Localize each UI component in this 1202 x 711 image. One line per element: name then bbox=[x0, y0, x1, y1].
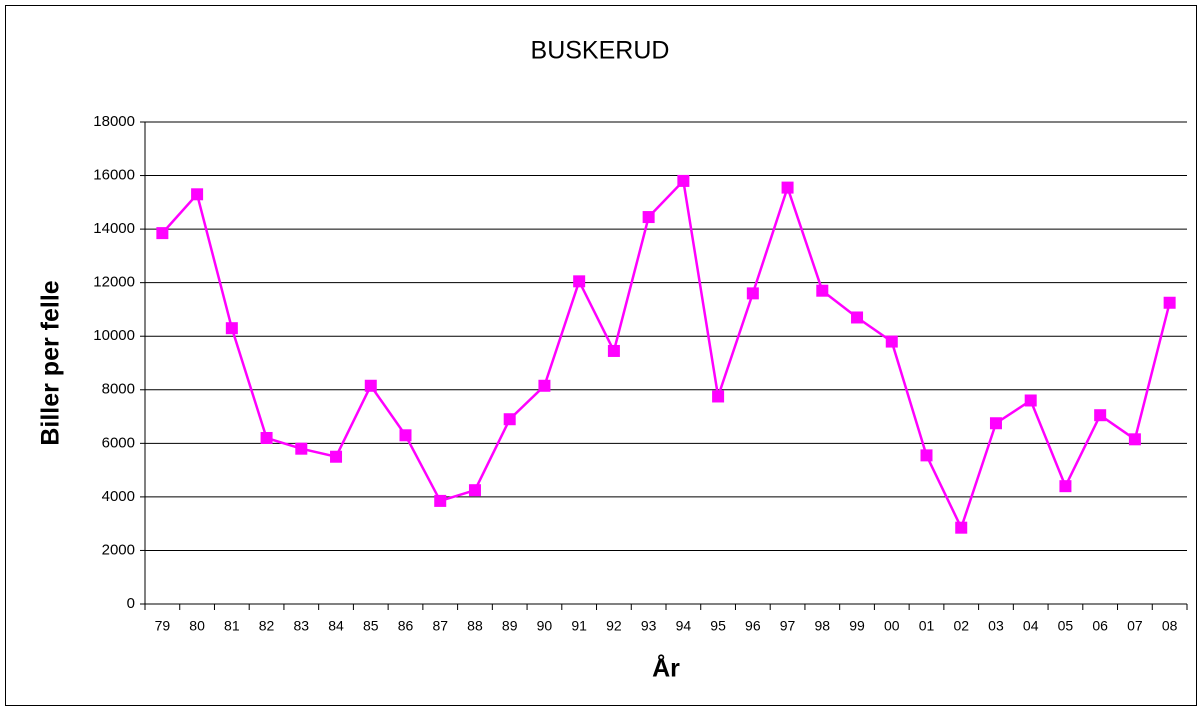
marker bbox=[920, 449, 933, 462]
marker bbox=[607, 344, 620, 357]
marker bbox=[1128, 433, 1141, 446]
x-tick-label: 80 bbox=[189, 618, 205, 634]
marker bbox=[851, 311, 864, 324]
x-tick-label: 96 bbox=[745, 618, 761, 634]
chart-title: BUSKERUD bbox=[531, 37, 670, 65]
marker bbox=[503, 413, 516, 426]
marker bbox=[225, 322, 238, 335]
y-tick-label: 2000 bbox=[102, 541, 135, 558]
x-tick-label: 04 bbox=[1023, 618, 1039, 634]
x-tick-label: 95 bbox=[710, 618, 726, 634]
x-tick-label: 86 bbox=[398, 618, 414, 634]
y-tick-label: 4000 bbox=[102, 488, 135, 505]
y-axis-label: Biller per felle bbox=[37, 280, 65, 445]
x-tick-label: 87 bbox=[432, 618, 448, 634]
x-axis-label: År bbox=[652, 654, 680, 683]
x-tick-label: 90 bbox=[537, 618, 553, 634]
x-tick-label: 03 bbox=[988, 618, 1004, 634]
marker bbox=[1163, 296, 1176, 309]
x-tick-label: 99 bbox=[849, 618, 865, 634]
x-tick-label: 79 bbox=[155, 618, 171, 634]
y-tick-label: 12000 bbox=[93, 274, 135, 291]
y-tick-label: 16000 bbox=[93, 167, 135, 184]
marker bbox=[1094, 409, 1107, 422]
x-tick-label: 82 bbox=[259, 618, 275, 634]
marker bbox=[955, 521, 968, 534]
x-tick-label: 81 bbox=[224, 618, 240, 634]
marker bbox=[468, 484, 481, 497]
x-tick-label: 98 bbox=[815, 618, 831, 634]
marker bbox=[781, 181, 794, 194]
y-tick-label: 18000 bbox=[93, 113, 135, 130]
marker bbox=[642, 211, 655, 224]
marker bbox=[364, 379, 377, 392]
marker bbox=[538, 379, 551, 392]
x-tick-label: 94 bbox=[676, 618, 692, 634]
marker bbox=[573, 275, 586, 288]
x-tick-label: 07 bbox=[1127, 618, 1143, 634]
x-tick-label: 88 bbox=[467, 618, 483, 634]
x-tick-label: 84 bbox=[328, 618, 344, 634]
marker bbox=[989, 417, 1002, 430]
x-tick-label: 93 bbox=[641, 618, 657, 634]
marker bbox=[434, 494, 447, 507]
marker bbox=[1024, 394, 1037, 407]
marker bbox=[816, 284, 829, 297]
x-tick-label: 91 bbox=[571, 618, 587, 634]
x-tick-label: 92 bbox=[606, 618, 622, 634]
x-tick-label: 06 bbox=[1092, 618, 1108, 634]
marker bbox=[885, 335, 898, 348]
marker bbox=[156, 227, 169, 240]
x-tick-label: 97 bbox=[780, 618, 796, 634]
marker bbox=[260, 431, 273, 444]
x-tick-label: 02 bbox=[953, 618, 969, 634]
x-tick-label: 00 bbox=[884, 618, 900, 634]
marker bbox=[1059, 480, 1072, 493]
y-tick-label: 10000 bbox=[93, 327, 135, 344]
marker bbox=[677, 174, 690, 187]
marker bbox=[746, 287, 759, 300]
x-tick-label: 05 bbox=[1058, 618, 1074, 634]
x-tick-label: 83 bbox=[294, 618, 310, 634]
y-tick-label: 6000 bbox=[102, 434, 135, 451]
x-tick-label: 89 bbox=[502, 618, 518, 634]
marker bbox=[191, 188, 204, 201]
marker bbox=[295, 442, 308, 455]
y-tick-label: 8000 bbox=[102, 381, 135, 398]
chart-border bbox=[5, 5, 1197, 706]
marker bbox=[712, 390, 725, 403]
x-tick-label: 08 bbox=[1162, 618, 1178, 634]
y-tick-label: 14000 bbox=[93, 220, 135, 237]
x-tick-label: 01 bbox=[919, 618, 935, 634]
marker bbox=[399, 429, 412, 442]
marker bbox=[330, 450, 343, 463]
x-tick-label: 85 bbox=[363, 618, 379, 634]
y-tick-label: 0 bbox=[127, 595, 135, 612]
